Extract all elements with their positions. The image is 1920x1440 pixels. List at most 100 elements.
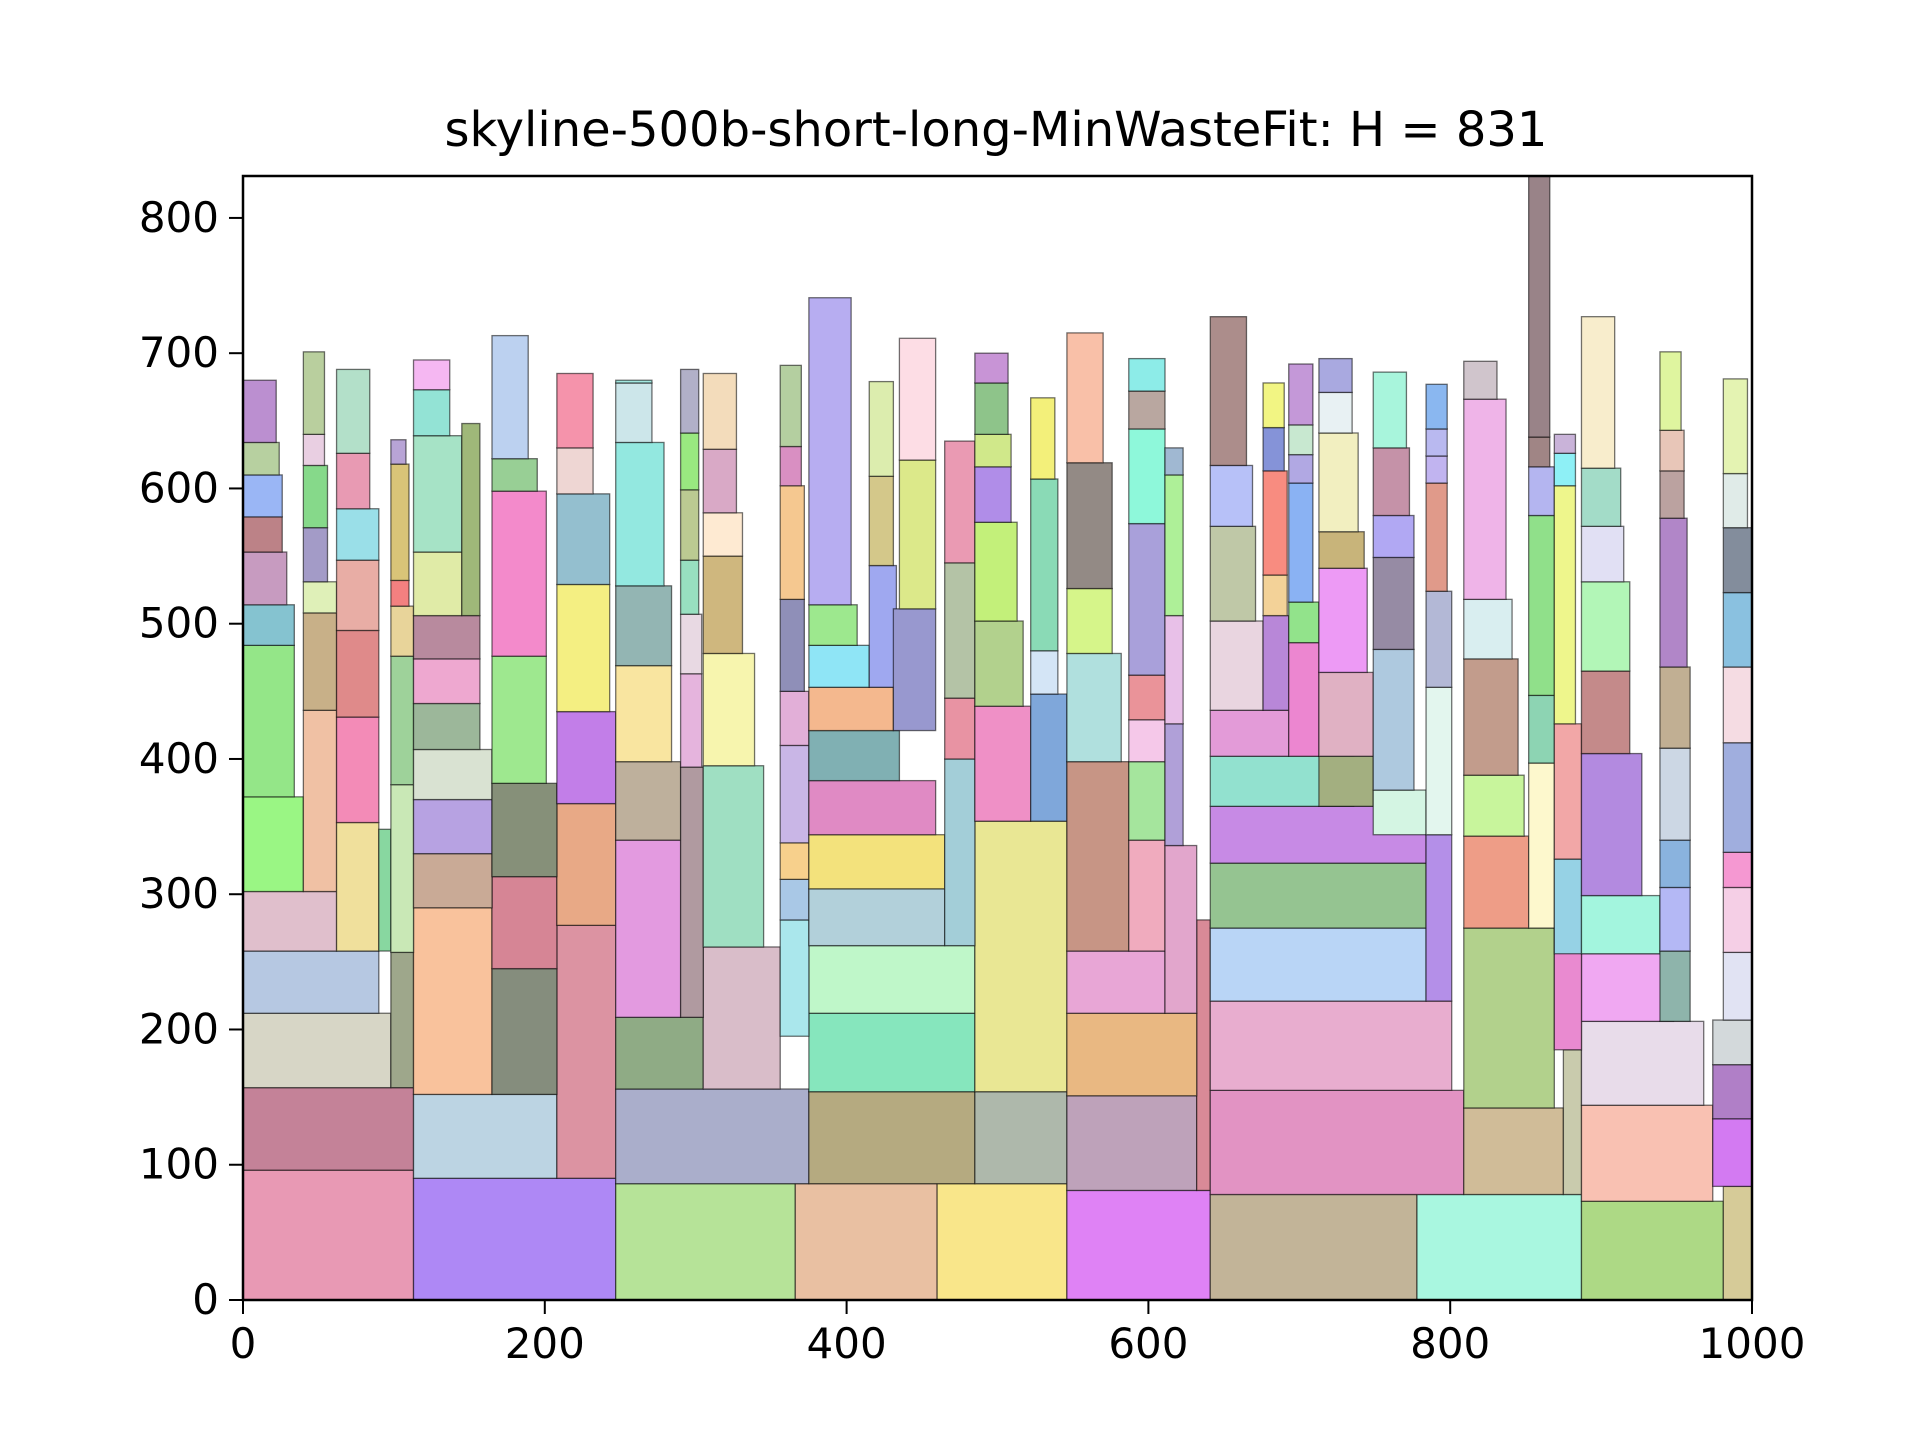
packed-rectangle <box>243 890 338 952</box>
packed-rectangle <box>1528 514 1555 697</box>
packed-rectangle <box>491 967 558 1096</box>
packed-rectangle <box>1528 762 1555 929</box>
packed-rectangle <box>779 919 810 1037</box>
packed-rectangle <box>556 802 617 926</box>
packed-rectangle <box>808 1012 976 1093</box>
packed-rectangle <box>808 944 976 1014</box>
packed-rectangle <box>1318 531 1365 569</box>
packed-rectangle <box>615 1016 704 1090</box>
packed-rectangle <box>335 452 371 510</box>
packed-rectangle <box>615 441 665 587</box>
packed-rectangle <box>243 441 280 476</box>
packed-rectangle <box>679 673 703 768</box>
packed-rectangle <box>779 842 810 881</box>
packed-rectangle <box>461 422 481 617</box>
x-axis: 0 200 400 600 800 1000 <box>230 1300 1806 1368</box>
packed-rectangle <box>1209 1089 1465 1196</box>
packed-rectangle <box>556 710 617 805</box>
packed-rectangle <box>1659 517 1688 668</box>
packed-rectangle <box>243 796 305 893</box>
packed-rectangle <box>974 352 1009 384</box>
packed-rectangle <box>1463 835 1530 929</box>
packed-rectangle <box>1288 482 1314 603</box>
packed-rectangle <box>390 463 410 582</box>
packed-rectangle <box>1164 447 1184 476</box>
packed-rectangle <box>412 702 481 751</box>
packed-rectangle <box>1318 567 1368 674</box>
packed-rectangle <box>1722 742 1752 853</box>
packed-rectangle <box>243 1012 392 1089</box>
packed-rectangle <box>1659 666 1691 749</box>
packed-rectangle <box>335 821 380 952</box>
x-tick-label: 400 <box>807 1319 887 1368</box>
packed-rectangle <box>808 297 852 606</box>
packed-rectangle <box>556 372 594 449</box>
packed-rectangle <box>1722 886 1752 954</box>
packed-rectangle <box>302 612 338 711</box>
packed-rectangle <box>1722 951 1752 1021</box>
packed-rectangle <box>679 432 700 491</box>
packed-rectangle <box>1262 426 1285 472</box>
x-tick-label: 600 <box>1108 1319 1188 1368</box>
packed-rectangle <box>1722 472 1749 529</box>
packed-rectangle <box>1128 674 1166 721</box>
packed-rectangle <box>1463 1107 1565 1196</box>
packed-rectangle <box>794 1183 938 1300</box>
packed-rectangle <box>1659 839 1691 889</box>
packed-rectangle <box>335 716 380 824</box>
y-tick-label: 700 <box>139 328 219 377</box>
packed-rectangle <box>944 562 976 699</box>
y-axis: 0 100 200 300 400 500 600 700 800 <box>139 193 243 1324</box>
packed-rectangle <box>898 337 937 461</box>
packed-rectangle <box>412 614 481 660</box>
packed-rectangle <box>412 1093 558 1179</box>
packed-rectangle <box>1580 752 1643 897</box>
packed-rectangle <box>243 551 288 606</box>
packed-rectangle <box>1066 1095 1198 1192</box>
packed-rectangle <box>1425 686 1453 836</box>
packed-rectangle <box>412 389 451 437</box>
packed-rectangle <box>1164 723 1184 847</box>
packed-rectangle <box>1262 470 1288 576</box>
packed-rectangle <box>1712 1118 1752 1188</box>
packed-rectangle <box>390 655 415 786</box>
packed-rectangle <box>1722 591 1752 668</box>
packed-rectangle <box>1128 719 1166 763</box>
x-tick-label: 800 <box>1410 1319 1490 1368</box>
packed-rectangle <box>1288 641 1320 757</box>
packed-rectangle <box>1580 581 1631 672</box>
packed-rectangle <box>615 382 653 444</box>
packed-rectangle <box>808 686 895 732</box>
packed-rectangle <box>1372 789 1427 836</box>
packed-rectangle <box>1425 834 1453 1002</box>
packed-rectangle <box>679 613 703 675</box>
packed-rectangle <box>1553 485 1577 725</box>
packed-rectangle <box>1164 844 1198 1014</box>
packed-rectangle <box>1659 429 1685 472</box>
packed-rectangle <box>702 448 738 514</box>
x-tick-label: 1000 <box>1699 1319 1806 1368</box>
packed-rectangle <box>808 729 901 782</box>
y-tick-label: 800 <box>139 193 219 242</box>
packed-rectangle <box>808 834 946 890</box>
packed-rectangle <box>702 652 756 767</box>
packed-rectangle <box>974 705 1032 822</box>
packed-rectangle <box>1209 464 1254 527</box>
packed-rectangle <box>412 853 493 909</box>
packed-rectangle <box>702 372 738 450</box>
packed-rectangle <box>808 779 937 836</box>
packed-rectangle <box>1164 614 1184 725</box>
packed-rectangle <box>335 629 380 718</box>
packed-rectangle <box>974 1091 1068 1185</box>
packed-rectangle <box>1659 747 1691 841</box>
packed-rectangle <box>1425 428 1448 457</box>
packed-rectangle <box>302 351 326 435</box>
packed-rectangle <box>615 1088 810 1185</box>
packed-rectangle <box>702 512 744 557</box>
packed-rectangle <box>974 433 1012 468</box>
packed-rectangle <box>1463 398 1507 601</box>
packed-rectangle <box>1562 1049 1583 1196</box>
packed-rectangle <box>1066 332 1104 464</box>
packed-rectangle <box>1372 648 1415 791</box>
packed-rectangle <box>1164 474 1184 617</box>
